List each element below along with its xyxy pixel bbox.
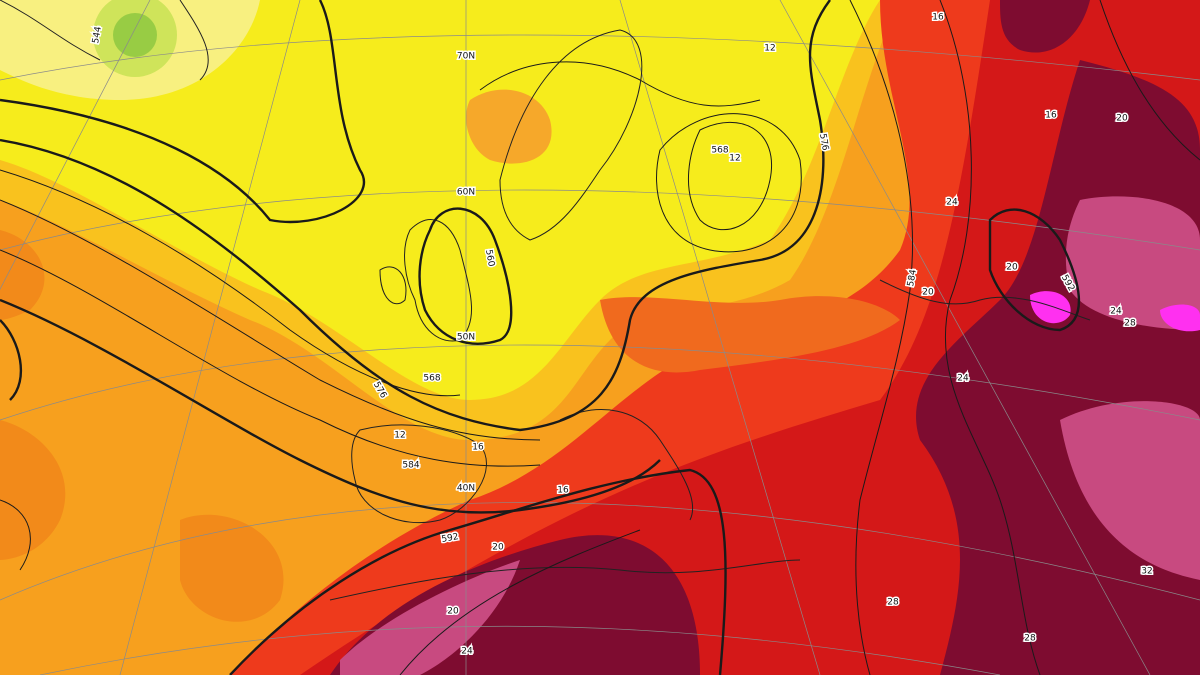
contour-label: 24 [1110, 307, 1122, 317]
coastlines [0, 0, 1091, 601]
contour-label: 560 [483, 249, 496, 268]
latitude-label: 40N [457, 484, 475, 494]
contour-label: 28 [1124, 319, 1136, 329]
contour-label: 12 [729, 154, 740, 164]
contour-label: 20 [492, 543, 504, 553]
contour-label: 24 [461, 647, 473, 657]
latitude-label: 70N [457, 52, 475, 62]
contour-label: 592 [441, 532, 460, 545]
contour-label: 12 [764, 44, 775, 54]
contour-label: 568 [423, 374, 440, 384]
contour-label: 544 [91, 25, 104, 44]
contour-label: 24 [957, 374, 969, 384]
latitude-label: 60N [457, 188, 475, 198]
contour-label: 32 [1141, 567, 1152, 577]
contour-label: 584 [906, 268, 919, 287]
contour-label: 16 [1045, 111, 1057, 121]
contour-label: 28 [1024, 634, 1036, 644]
contour-label: 20 [1006, 263, 1018, 273]
contour-label: 576 [817, 133, 830, 152]
latitude-label: 50N [457, 333, 475, 343]
contour-label: 568 [711, 146, 728, 156]
contour-label: 20 [1116, 114, 1128, 124]
contour-label: 28 [887, 598, 899, 608]
latitude-labels: 70N 60N 50N 40N [455, 50, 476, 495]
contour-label: 20 [447, 607, 459, 617]
contour-label: 16 [557, 486, 569, 496]
contour-label: 16 [932, 13, 944, 23]
contour-label: 24 [946, 198, 958, 208]
contour-label: 584 [402, 461, 419, 471]
contour-label: 16 [472, 443, 484, 453]
contour-label: 20 [922, 288, 934, 298]
contour-label: 12 [394, 431, 405, 441]
